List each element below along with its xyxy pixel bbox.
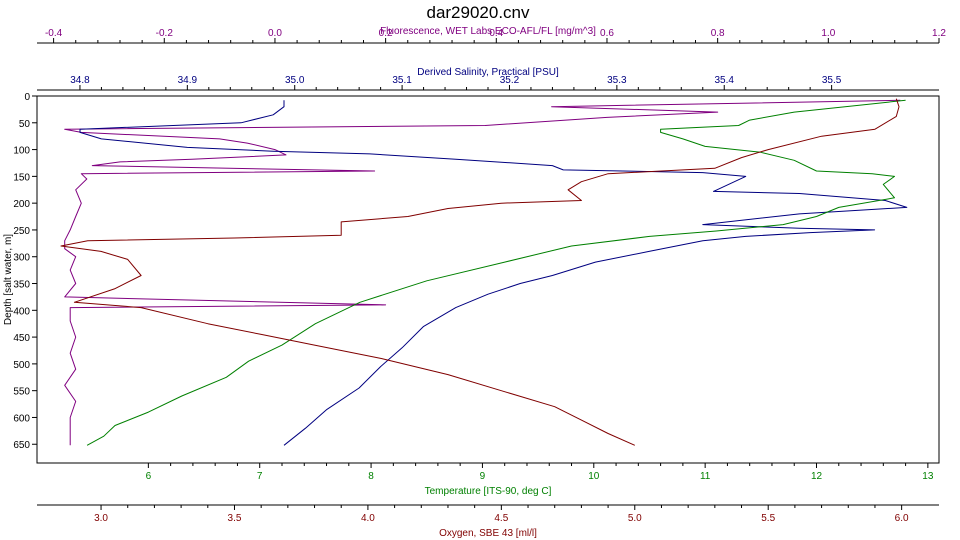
salinity-tick-label: 34.8 [70, 75, 90, 86]
chart-title: dar29020.cnv [426, 3, 530, 22]
y-tick-label: 250 [13, 226, 30, 237]
oxygen-tick-label: 4.5 [494, 513, 508, 524]
temperature-axis: 6 7 8 9 10 11 12 13 Temperature [ITS-90, deg C] [37, 462, 939, 497]
fluorescence-axis-label: Fluorescence, WET Labs ECO-AFL/FL [mg/m^… [380, 26, 596, 37]
y-tick-label: 200 [13, 199, 30, 210]
fluorescence-tick-label: 1.0 [821, 28, 835, 39]
oxygen-tick-label: 5.0 [628, 513, 642, 524]
temperature-tick-label: 11 [700, 471, 711, 482]
plot-frame [36, 95, 940, 464]
y-axis-label: Depth [salt water, m] [3, 234, 14, 325]
y-tick-label: 50 [19, 119, 31, 130]
fluorescence-tick-label: 1.2 [932, 28, 946, 39]
y-tick-label: 350 [13, 280, 30, 291]
salinity-axis: 34.8 34.9 35.0 35.1 35.2 35.3 35.4 35.5 Derived … [37, 67, 939, 91]
y-tick-label: 300 [13, 253, 30, 264]
y-tick-label: 100 [13, 146, 30, 157]
salinity-tick-label: 35.2 [500, 75, 520, 86]
fluorescence-tick-label: 0.6 [600, 28, 614, 39]
oxygen-tick-label: 5.5 [761, 513, 775, 524]
temperature-tick-label: 7 [257, 471, 263, 482]
temperature-tick-label: 13 [922, 471, 934, 482]
oxygen-series-line [60, 98, 900, 446]
salinity-axis-label: Derived Salinity, Practical [PSU] [417, 67, 559, 78]
y-tick-label: 550 [13, 387, 30, 398]
fluorescence-tick-label: -0.2 [156, 28, 174, 39]
y-tick-label: 500 [13, 360, 30, 371]
fluorescence-tick-label: 0.8 [711, 28, 725, 39]
salinity-tick-label: 35.5 [822, 75, 842, 86]
series-layer [60, 98, 908, 446]
fluorescence-tick-label: 0.2 [379, 28, 393, 39]
oxygen-tick-label: 4.0 [361, 513, 375, 524]
oxygen-tick-label: 3.0 [94, 513, 108, 524]
y-tick-label: 400 [13, 306, 30, 317]
temperature-tick-label: 12 [811, 471, 823, 482]
y-tick-label: 600 [13, 413, 30, 424]
temperature-series-line [86, 99, 906, 446]
oxygen-axis: 3.0 3.5 4.0 4.5 5.0 5.5 6.0 Oxygen, SBE 43 [ml/… [37, 504, 939, 539]
temperature-axis-label: Temperature [ITS-90, deg C] [425, 486, 552, 497]
y-tick-label: 450 [13, 333, 30, 344]
oxygen-tick-label: 6.0 [895, 513, 909, 524]
y-tick-label: 150 [13, 172, 30, 183]
salinity-tick-label: 34.9 [178, 75, 198, 86]
salinity-tick-label: 35.0 [285, 75, 305, 86]
oxygen-axis-label: Oxygen, SBE 43 [ml/l] [439, 528, 537, 539]
salinity-tick-label: 35.3 [607, 75, 627, 86]
fluorescence-tick-label: 0.0 [268, 28, 282, 39]
fluorescence-tick-label: -0.4 [45, 28, 63, 39]
temperature-tick-label: 6 [146, 471, 152, 482]
axes-layer: 0 50 100 150 200 250 300 350 400 450 500 550 600 650 D… [3, 26, 946, 539]
temperature-tick-label: 8 [368, 471, 374, 482]
oxygen-tick-label: 3.5 [228, 513, 242, 524]
fluorescence-axis: -0.4 -0.2 0.0 0.2 0.4 0.6 0.8 1.0 1.2 Fluorescenc… [37, 26, 946, 44]
fluorescence-series-line [64, 99, 901, 446]
temperature-tick-label: 9 [480, 471, 486, 482]
fluorescence-tick-label: 0.4 [489, 28, 503, 39]
y-tick-label: 650 [13, 440, 30, 451]
salinity-tick-label: 35.1 [392, 75, 412, 86]
y-tick-label: 0 [24, 92, 30, 103]
temperature-tick-label: 10 [588, 471, 600, 482]
salinity-series-line [79, 100, 908, 446]
salinity-tick-label: 35.4 [715, 75, 735, 86]
